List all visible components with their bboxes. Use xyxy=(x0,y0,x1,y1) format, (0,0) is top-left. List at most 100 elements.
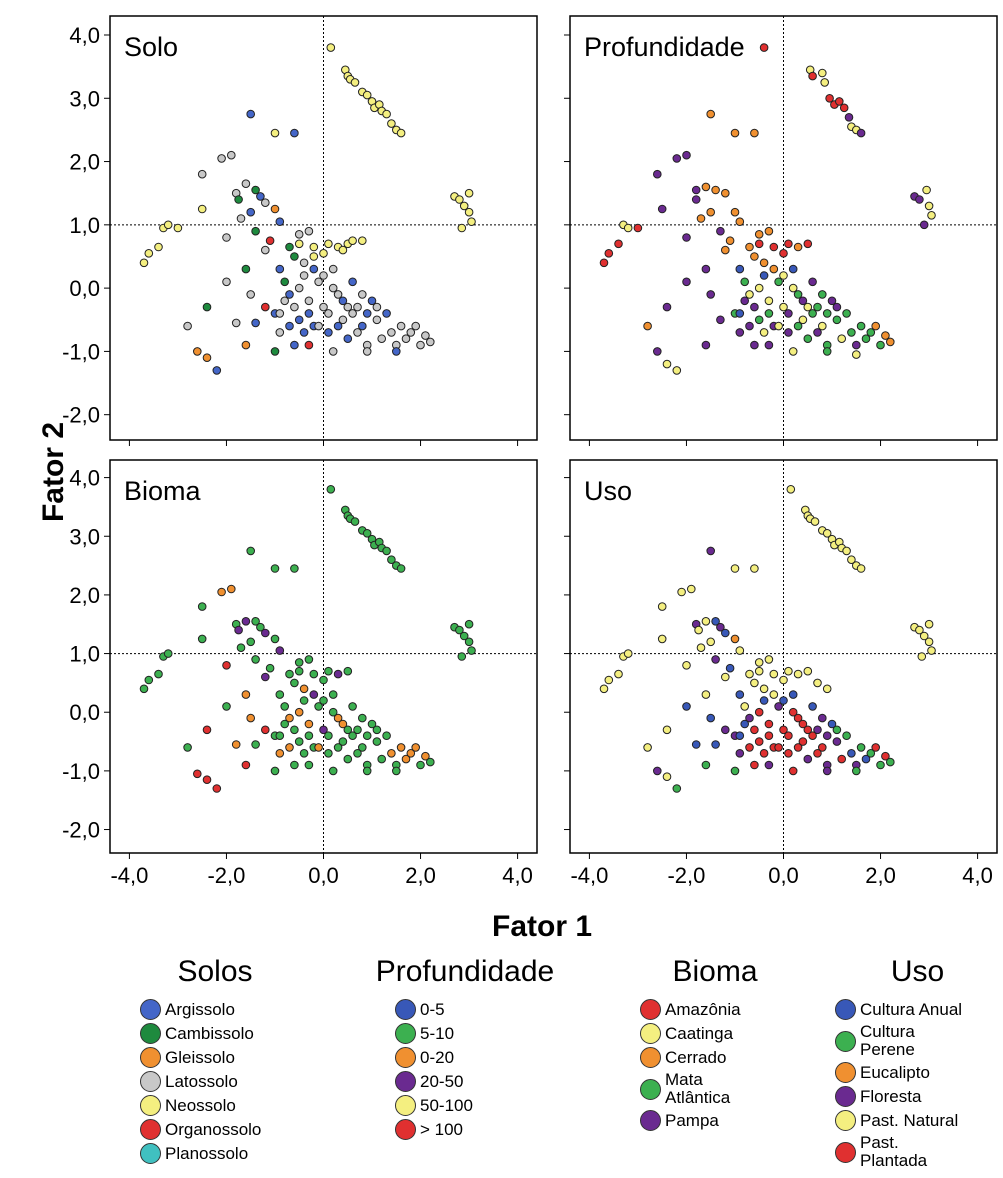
data-point xyxy=(750,252,759,261)
data-point xyxy=(358,236,367,245)
legend-item: Argissolo xyxy=(140,999,290,1020)
data-point xyxy=(358,713,367,723)
data-point xyxy=(847,328,856,337)
data-point xyxy=(270,766,280,776)
data-point xyxy=(173,223,183,233)
data-point xyxy=(837,754,847,764)
data-point xyxy=(362,347,372,356)
data-point xyxy=(212,784,222,793)
data-point xyxy=(358,743,367,752)
data-point xyxy=(856,564,866,573)
data-point xyxy=(643,321,652,331)
y-tick-label: 3,0 xyxy=(69,86,100,111)
y-tick-label: 4,0 xyxy=(69,23,100,48)
data-point xyxy=(319,696,328,705)
data-point xyxy=(740,719,750,729)
data-point xyxy=(725,236,735,245)
data-point xyxy=(333,743,343,752)
data-point xyxy=(324,309,333,318)
data-point xyxy=(832,315,842,325)
data-point xyxy=(721,188,730,198)
data-point xyxy=(372,315,382,325)
legend-title: Solos xyxy=(177,955,253,988)
data-point xyxy=(793,713,803,723)
data-point xyxy=(759,696,769,705)
x-tick-label: -4,0 xyxy=(110,863,148,888)
data-point xyxy=(372,725,382,735)
data-point xyxy=(754,283,764,293)
data-point xyxy=(803,725,813,735)
data-point xyxy=(798,719,808,729)
data-point xyxy=(691,185,701,195)
legend-item: 20-50 xyxy=(395,1071,565,1092)
data-point xyxy=(299,749,309,758)
data-point xyxy=(457,223,467,233)
data-point xyxy=(304,731,314,741)
data-point xyxy=(294,737,304,746)
data-point xyxy=(876,340,885,350)
data-point xyxy=(246,546,255,556)
data-point xyxy=(154,242,163,252)
data-point xyxy=(457,652,467,661)
scatter-panel-bioma: 4,0 3,0 2,0 1,0 0,0 -1,0 -2,0 -4,0 -2,0 0,0 2,0 4,0… xyxy=(62,459,538,888)
data-point xyxy=(275,217,285,226)
data-point xyxy=(754,230,764,239)
y-tick-label: 3,0 xyxy=(69,524,100,549)
data-point xyxy=(348,277,357,287)
data-point xyxy=(915,625,924,635)
data-point xyxy=(687,584,696,594)
data-point xyxy=(672,784,682,793)
data-point xyxy=(866,328,876,337)
data-point xyxy=(377,334,387,344)
legend-profundidade: Profundidade 0-5 5-10 0-20 20-50 50-100 > 100 xyxy=(365,955,565,1143)
data-point xyxy=(740,277,750,287)
data-point xyxy=(333,321,343,331)
legend-label: Cerrado xyxy=(665,1047,727,1067)
data-point xyxy=(808,277,817,287)
legend-swatch xyxy=(835,1141,856,1163)
data-point xyxy=(280,702,290,711)
legend-item: Pampa xyxy=(640,1110,790,1131)
data-point xyxy=(614,239,623,249)
data-point xyxy=(416,340,425,350)
data-point xyxy=(294,315,304,325)
data-point xyxy=(309,669,319,679)
data-point xyxy=(706,207,716,217)
data-point xyxy=(764,760,774,770)
data-point xyxy=(774,743,783,752)
data-point xyxy=(270,347,280,356)
data-point xyxy=(822,347,832,356)
data-point xyxy=(784,666,793,676)
data-point xyxy=(798,737,808,746)
data-point xyxy=(324,328,333,337)
legend-swatch xyxy=(140,1071,161,1092)
data-point xyxy=(261,628,270,638)
legend-items: Amazônia Caatinga Cerrado Mata Atlântica Pam… xyxy=(640,999,790,1131)
legend-label: Planossolo xyxy=(165,1143,249,1163)
data-point xyxy=(759,43,769,52)
data-point xyxy=(426,337,435,347)
data-point xyxy=(294,230,304,239)
data-point xyxy=(701,760,711,770)
data-point xyxy=(832,302,842,312)
data-point xyxy=(319,675,328,685)
data-point xyxy=(662,772,672,782)
data-point xyxy=(745,321,754,331)
data-point xyxy=(822,731,832,741)
data-point xyxy=(735,731,745,741)
data-point xyxy=(871,321,881,331)
data-point xyxy=(779,725,788,735)
data-point xyxy=(740,702,750,711)
data-point xyxy=(304,340,314,350)
legend-items: 0-5 5-10 0-20 20-50 50-100 > 100 xyxy=(395,999,565,1140)
data-point xyxy=(852,766,861,776)
data-point xyxy=(163,649,173,658)
data-point xyxy=(839,103,849,113)
data-point xyxy=(881,751,890,761)
data-point xyxy=(764,655,774,664)
data-point xyxy=(774,277,783,287)
data-point xyxy=(261,302,270,312)
data-point xyxy=(786,485,796,494)
data-point xyxy=(682,233,691,242)
data-point xyxy=(144,675,154,685)
